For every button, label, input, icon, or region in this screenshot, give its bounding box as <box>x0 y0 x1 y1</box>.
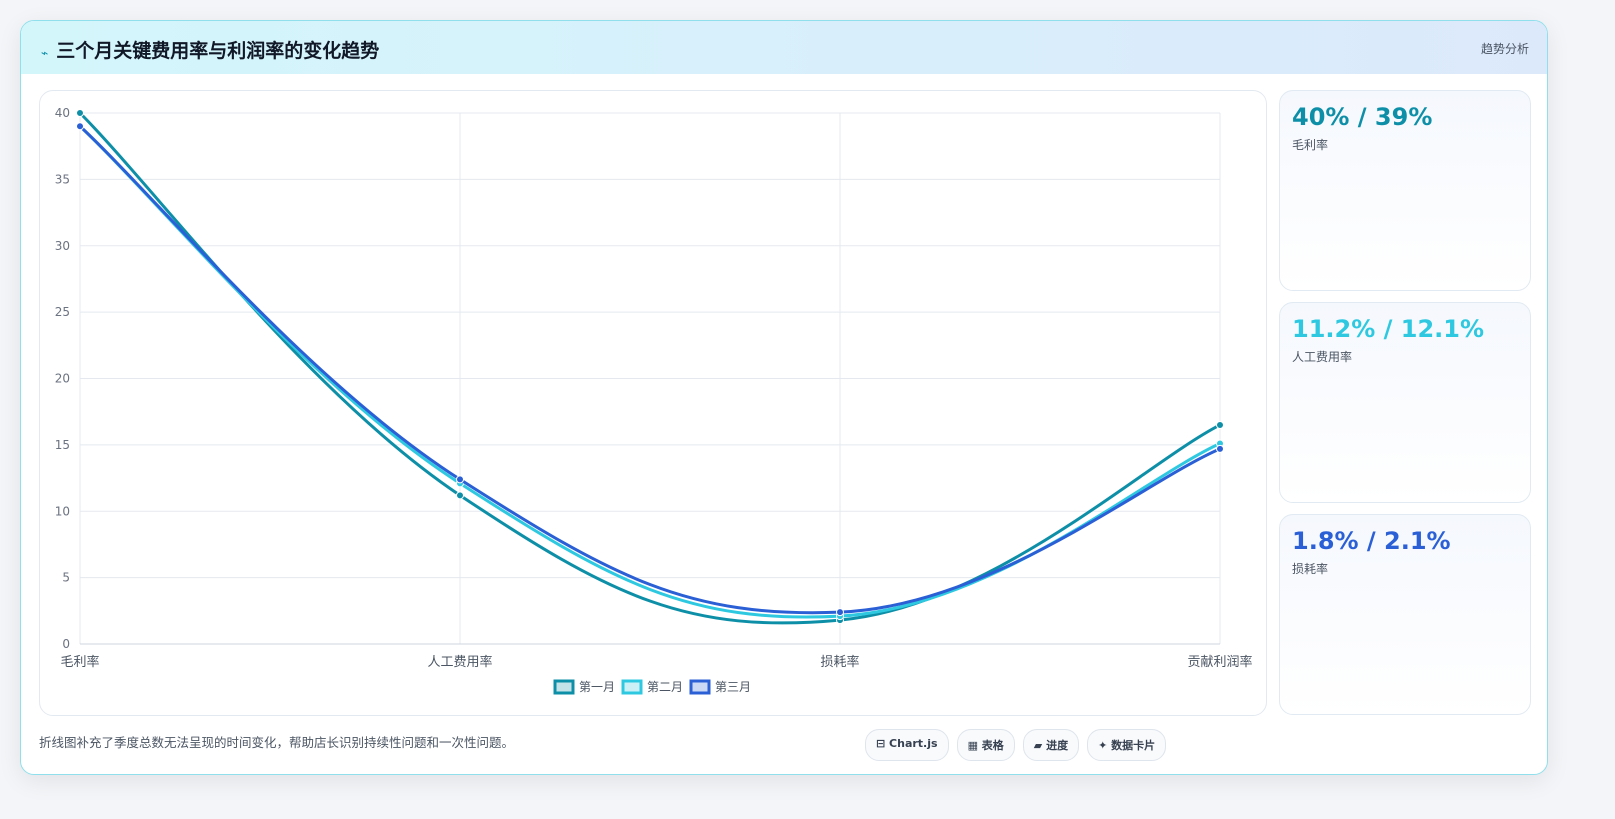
stat-card: 11.2% / 12.1% 人工费用率 <box>1279 302 1531 503</box>
legend-swatch <box>621 679 643 695</box>
card: ⌁ 三个月关键费用率与利润率的变化趋势 趋势分析 0 5 10 15 20 25 30 35 40… <box>20 20 1548 775</box>
series-line <box>78 125 1221 615</box>
chart-panel: 0 5 10 15 20 25 30 35 40 毛利率 人工费用率 损耗率 贡献利润率第一月 第二月 第三… <box>39 90 1267 716</box>
buttons: ⊟ Chart.js ▦ 表格 ▰ 进度 ✦ 数据卡片 <box>865 729 1167 761</box>
stat-card: 40% / 39% 毛利率 <box>1279 90 1531 291</box>
legend-label: 第三月 <box>715 680 751 694</box>
legend-swatch <box>689 679 711 695</box>
point <box>1216 444 1224 453</box>
stat-value: 40% / 39% <box>1292 103 1433 131</box>
stat-label: 毛利率 <box>1292 138 1329 152</box>
point <box>1216 420 1224 429</box>
x-tick-label: 毛利率 <box>60 654 99 670</box>
point <box>456 491 464 500</box>
legend-swatch <box>553 679 575 695</box>
y-tick-label: 30 <box>55 239 70 253</box>
y-tick-label: 5 <box>62 571 70 585</box>
x-tick-label: 损耗率 <box>820 654 859 670</box>
header: ⌁ 三个月关键费用率与利润率的变化趋势 趋势分析 <box>21 21 1547 74</box>
stat-label: 损耗率 <box>1292 562 1329 576</box>
y-tick-label: 10 <box>55 504 70 518</box>
point <box>76 122 84 131</box>
stat-value: 11.2% / 12.1% <box>1292 315 1484 343</box>
view-button[interactable]: ▰ 进度 <box>1022 729 1080 761</box>
y-tick-label: 25 <box>55 305 70 319</box>
point <box>456 475 464 484</box>
series-line <box>78 125 1221 619</box>
y-tick-label: 15 <box>55 438 70 452</box>
stat-label: 人工费用率 <box>1292 350 1353 364</box>
icon: ⌁ <box>41 46 49 60</box>
y-tick-label: 40 <box>55 106 70 120</box>
point <box>836 608 844 617</box>
stat-card: 1.8% / 2.1% 损耗率 <box>1279 514 1531 715</box>
view-button[interactable]: ✦ 数据卡片 <box>1087 729 1167 761</box>
point <box>76 109 84 117</box>
y-tick-label: 0 <box>62 637 70 651</box>
y-tick-label: 35 <box>55 172 70 186</box>
view-button[interactable]: ⊟ Chart.js <box>865 729 949 761</box>
title: ⌁ 三个月关键费用率与利润率的变化趋势 <box>41 36 379 63</box>
view-button[interactable]: ▦ 表格 <box>956 729 1015 761</box>
tag: 趋势分析 <box>1480 42 1529 56</box>
legend-label: 第二月 <box>647 680 683 694</box>
y-tick-label: 20 <box>55 372 70 386</box>
stat-value: 1.8% / 2.1% <box>1292 527 1451 555</box>
x-tick-label: 人工费用率 <box>427 654 492 670</box>
title-text: 三个月关键费用率与利润率的变化趋势 <box>56 40 380 62</box>
legend-label: 第一月 <box>579 680 615 694</box>
note: 折线图补充了季度总数无法呈现的时间变化，帮助店长识别持续性问题和一次性问题。 <box>39 735 515 750</box>
x-tick-label: 贡献利润率 <box>1187 654 1252 670</box>
